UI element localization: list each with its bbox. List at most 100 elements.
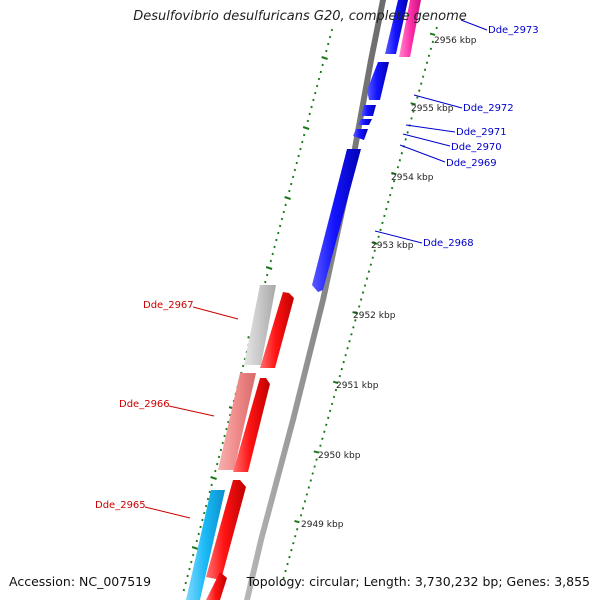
minor-tick <box>289 182 293 186</box>
forward-gene-labels: Dde_2967 Dde_2966 Dde_2965 <box>95 300 239 519</box>
gene-dde-2967-block <box>260 292 294 368</box>
minor-tick <box>191 553 195 557</box>
minor-tick <box>282 576 285 580</box>
minor-tick <box>297 154 300 158</box>
minor-tick <box>264 280 267 284</box>
minor-tick <box>315 84 319 88</box>
minor-tick <box>215 462 219 466</box>
minor-tick <box>296 528 299 531</box>
minor-tick <box>423 68 427 71</box>
gene-red-bottom <box>206 572 227 600</box>
minor-tick <box>392 179 396 183</box>
minor-tick <box>294 534 297 538</box>
minor-tick <box>299 514 303 517</box>
minor-tick <box>214 469 217 473</box>
minor-tick <box>307 486 310 489</box>
gene-label-dde-2970: Dde_2970 <box>451 142 502 153</box>
minor-tick <box>389 193 392 197</box>
major-tick <box>191 546 199 550</box>
minor-tick <box>390 186 394 190</box>
minor-tick <box>288 189 291 193</box>
minor-tick <box>277 231 280 235</box>
scale-label: 2956 kbp <box>434 36 477 46</box>
minor-tick <box>203 511 206 515</box>
scale-label: 2951 kbp <box>336 381 379 391</box>
minor-tick <box>323 430 326 433</box>
minor-tick <box>421 75 425 78</box>
gene-label-dde-2965: Dde_2965 <box>95 500 146 511</box>
minor-tick <box>429 47 433 51</box>
gene-dde-2968-block <box>312 149 361 292</box>
scale-label: 2949 kbp <box>301 520 344 530</box>
minor-tick <box>292 541 295 545</box>
minor-tick <box>184 581 187 585</box>
gene-dde-2966-block <box>233 378 270 472</box>
minor-tick <box>361 291 365 294</box>
minor-tick <box>317 77 321 81</box>
minor-tick <box>373 249 376 252</box>
minor-tick <box>319 70 323 74</box>
scale-label: 2953 kbp <box>371 241 414 251</box>
minor-tick <box>328 409 332 413</box>
minor-tick <box>206 497 210 501</box>
major-tick <box>352 311 358 315</box>
minor-tick <box>387 200 390 204</box>
scale-label: 2954 kbp <box>391 173 434 183</box>
minor-tick <box>288 555 291 559</box>
minor-tick <box>190 560 193 564</box>
gene-dde-2965-block <box>206 480 246 580</box>
minor-tick <box>325 423 328 427</box>
minor-tick <box>303 500 307 503</box>
minor-tick <box>435 26 438 30</box>
minor-tick <box>241 364 245 368</box>
gene-dde-2972-block <box>367 62 389 100</box>
minor-tick <box>208 490 212 494</box>
minor-tick <box>308 112 311 116</box>
minor-tick <box>286 562 289 566</box>
minor-tick <box>282 210 286 214</box>
minor-tick <box>431 40 434 44</box>
genome-backbone <box>244 0 386 600</box>
minor-tick <box>269 259 273 263</box>
minor-tick <box>273 245 276 249</box>
gene-lightred-block <box>218 373 256 470</box>
minor-tick <box>410 117 413 120</box>
scale-label: 2950 kbp <box>318 451 361 461</box>
minor-tick <box>326 42 330 46</box>
minor-tick <box>404 138 407 141</box>
minor-tick <box>416 96 419 99</box>
scale-labels: 2956 kbp 2955 kbp 2954 kbp 2953 kbp 2952… <box>301 36 477 530</box>
major-tick <box>429 32 436 36</box>
minor-tick <box>278 224 282 228</box>
major-tick <box>284 196 291 200</box>
minor-tick <box>352 326 355 329</box>
minor-tick <box>306 119 310 123</box>
reverse-strand-genes <box>312 0 421 292</box>
minor-tick <box>400 152 403 155</box>
minor-tick <box>275 238 278 242</box>
minor-tick <box>299 147 302 151</box>
minor-tick <box>342 360 345 364</box>
minor-tick <box>420 82 423 85</box>
minor-tick <box>427 54 431 58</box>
scale-ticks <box>280 26 438 587</box>
minor-tick <box>348 340 351 343</box>
minor-tick <box>305 493 309 496</box>
minor-tick <box>381 221 384 225</box>
gene-label-dde-2966: Dde_2966 <box>119 399 170 410</box>
minor-tick <box>319 444 322 447</box>
minor-tick <box>359 298 363 301</box>
gene-label-dde-2968: Dde_2968 <box>423 238 474 249</box>
major-tick <box>332 380 339 385</box>
minor-tick <box>321 437 324 440</box>
gene-label-dde-2973: Dde_2973 <box>488 25 539 36</box>
topology-text: Topology: circular; Length: 3,730,232 bp… <box>246 574 590 589</box>
gene-label-dde-2971: Dde_2971 <box>456 127 507 138</box>
minor-tick <box>396 165 400 169</box>
major-tick <box>210 476 217 480</box>
minor-tick <box>425 61 429 64</box>
minor-tick <box>334 388 338 392</box>
minor-tick <box>310 105 313 109</box>
scale-label: 2955 kbp <box>411 104 454 114</box>
